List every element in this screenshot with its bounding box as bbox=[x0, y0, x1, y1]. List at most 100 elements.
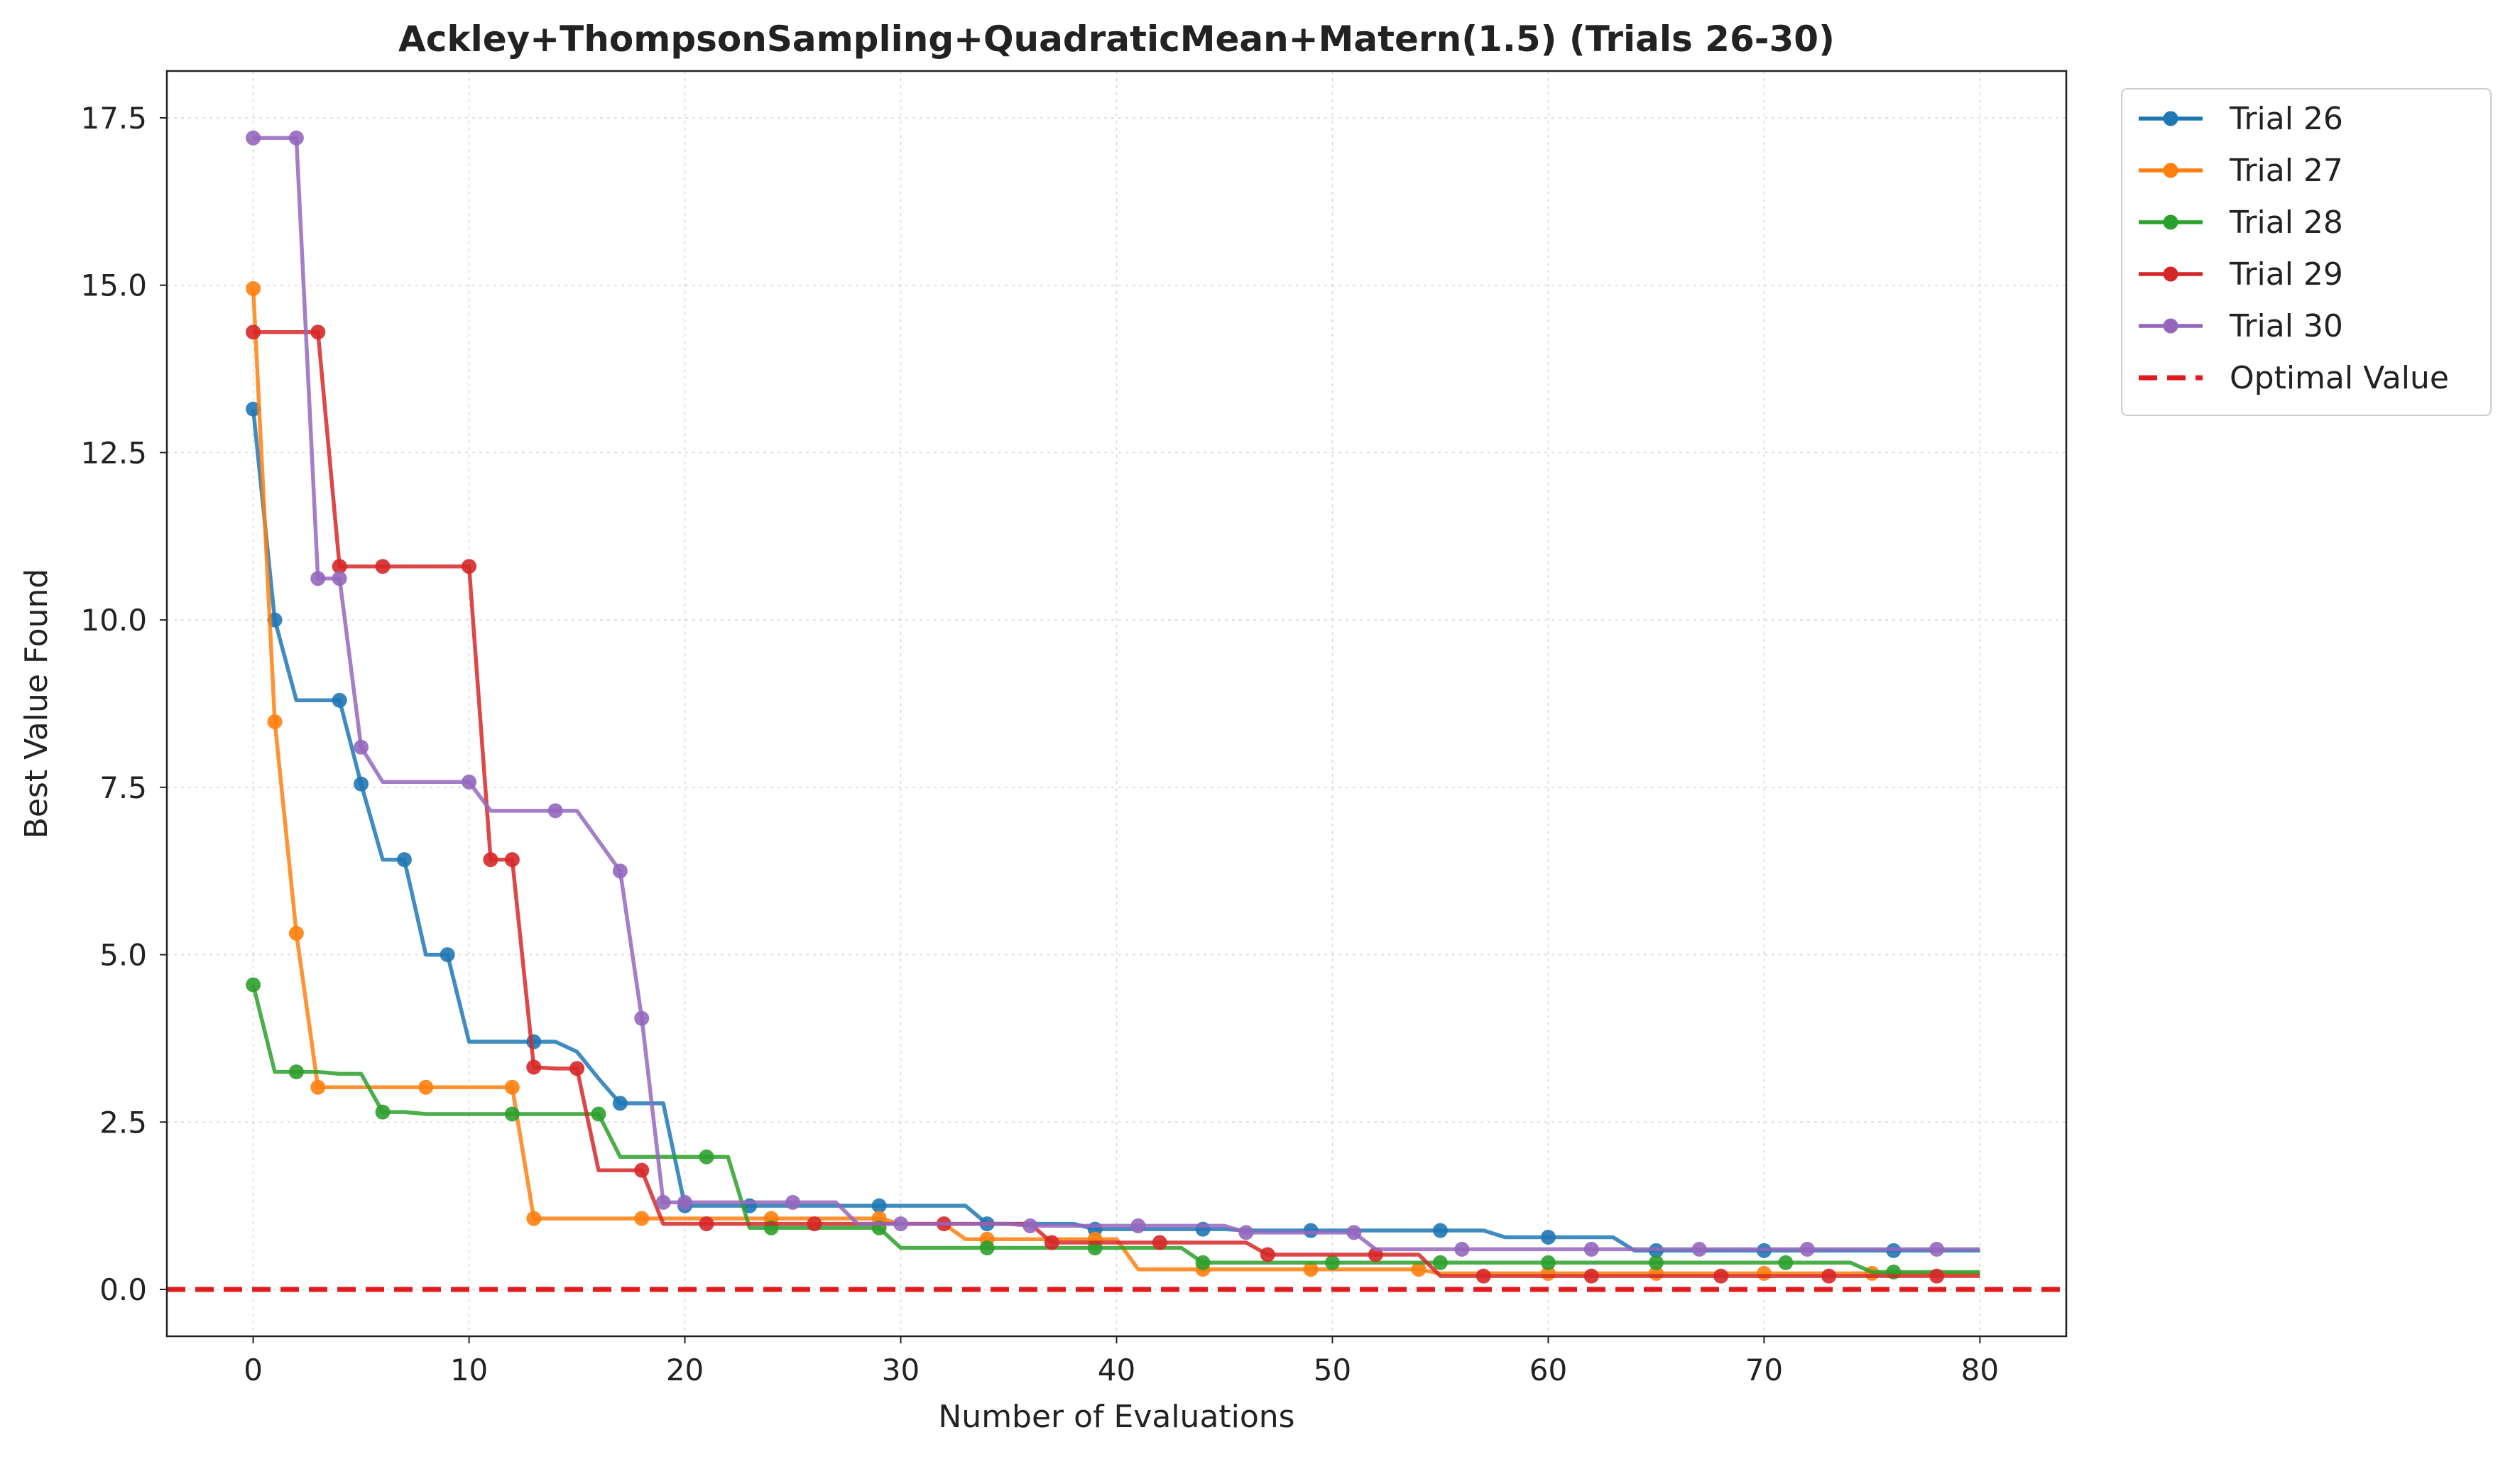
trial-29-point bbox=[1713, 1268, 1729, 1284]
legend-label: Optimal Value bbox=[2230, 360, 2449, 396]
x-axis-label: Number of Evaluations bbox=[938, 1399, 1294, 1435]
trial-26-point bbox=[526, 1034, 542, 1049]
trial-29-point bbox=[1583, 1268, 1599, 1284]
grid bbox=[167, 71, 2066, 1336]
y-tick-label: 10.0 bbox=[80, 603, 147, 638]
trial-30-point bbox=[634, 1010, 650, 1026]
x-tick-label: 70 bbox=[1745, 1353, 1783, 1387]
trial-29-series bbox=[246, 324, 1980, 1284]
trial-30-point bbox=[1583, 1241, 1599, 1257]
y-tick-label: 5.0 bbox=[99, 938, 147, 973]
trial-29-point bbox=[462, 559, 477, 574]
trial-26-point bbox=[354, 776, 369, 792]
trial-29-point bbox=[332, 559, 347, 574]
y-tick-label: 17.5 bbox=[80, 101, 147, 136]
x-tick-label: 10 bbox=[450, 1353, 488, 1387]
axis-ticks: 0 10 20 30 40 50 60 70 80 0.0 2.5 5.0 7.5 10.0 12.5 15.… bbox=[80, 101, 1999, 1387]
legend-entry-trial-28: Trial 28 bbox=[2139, 204, 2343, 241]
trial-28-point bbox=[1648, 1255, 1664, 1270]
trial-30-point bbox=[655, 1194, 671, 1210]
trial-30-point bbox=[785, 1194, 801, 1210]
trial-28-point bbox=[1778, 1255, 1794, 1270]
trial-27-series bbox=[246, 280, 1980, 1281]
trial-28-point bbox=[699, 1149, 714, 1164]
trial-30-point bbox=[246, 130, 261, 146]
trial-29-point bbox=[1821, 1268, 1837, 1284]
legend-marker bbox=[2163, 318, 2178, 334]
trial-28-line bbox=[251, 984, 1980, 1275]
trial-30-point bbox=[612, 863, 628, 879]
trial-26-point bbox=[1303, 1223, 1319, 1238]
trial-29-point bbox=[526, 1059, 542, 1075]
trial-26-point bbox=[1540, 1229, 1556, 1245]
legend-label: Trial 28 bbox=[2229, 204, 2343, 241]
trial-29-point bbox=[634, 1162, 650, 1178]
y-tick-label: 15.0 bbox=[80, 268, 147, 303]
trial-27-point bbox=[267, 714, 283, 729]
legend-entry-optimal-value: Optimal Value bbox=[2139, 360, 2449, 396]
trial-30-point bbox=[1130, 1218, 1146, 1233]
x-tick-label: 60 bbox=[1529, 1353, 1567, 1387]
trial-29-point bbox=[246, 324, 261, 340]
trial-27-point bbox=[1303, 1262, 1319, 1277]
x-tick-label: 50 bbox=[1314, 1353, 1351, 1387]
trial-26-point bbox=[1432, 1223, 1448, 1238]
trial-30-point bbox=[547, 803, 563, 819]
trial-26-point bbox=[612, 1096, 628, 1111]
trial-28-series bbox=[246, 977, 1980, 1279]
trial-29-point bbox=[504, 852, 520, 868]
x-tick-label: 20 bbox=[666, 1353, 704, 1387]
x-tick-label: 80 bbox=[1961, 1353, 1999, 1387]
trial-28-point bbox=[375, 1104, 391, 1120]
x-tick-label: 30 bbox=[882, 1353, 920, 1387]
y-tick-label: 2.5 bbox=[99, 1105, 147, 1140]
trial-30-point bbox=[1346, 1225, 1362, 1240]
trial-28-point bbox=[979, 1240, 995, 1256]
trial-27-point bbox=[504, 1079, 520, 1095]
trial-29-point bbox=[569, 1061, 585, 1076]
series-lines bbox=[167, 130, 2066, 1292]
trial-28-point bbox=[1195, 1255, 1211, 1270]
trial-28-point bbox=[1324, 1255, 1340, 1270]
trial-30-point bbox=[462, 774, 477, 790]
legend-label: Trial 26 bbox=[2229, 101, 2343, 137]
trial-30-series bbox=[246, 130, 1980, 1257]
trial-30-point bbox=[1691, 1241, 1707, 1257]
trial-30-point bbox=[1454, 1241, 1470, 1257]
y-axis-label: Best Value Found bbox=[18, 569, 55, 839]
trial-28-point bbox=[246, 977, 261, 993]
trial-29-point bbox=[1929, 1268, 1945, 1284]
trial-30-point bbox=[1929, 1241, 1945, 1257]
trial-28-point bbox=[288, 1064, 304, 1080]
trial-26-point bbox=[871, 1198, 887, 1213]
trial-27-point bbox=[288, 925, 304, 941]
trial-30-point bbox=[1238, 1225, 1254, 1240]
trial-29-point bbox=[310, 324, 326, 340]
legend-entry-trial-26: Trial 26 bbox=[2139, 101, 2343, 137]
y-tick-label: 0.0 bbox=[99, 1272, 147, 1307]
legend-entry-trial-30: Trial 30 bbox=[2139, 308, 2343, 344]
trial-29-point bbox=[1152, 1235, 1167, 1250]
x-tick-label: 40 bbox=[1098, 1353, 1135, 1387]
trial-29-point bbox=[1260, 1247, 1275, 1262]
trial-26-point bbox=[440, 947, 455, 963]
y-tick-label: 7.5 bbox=[99, 770, 147, 805]
trial-29-point bbox=[807, 1216, 822, 1232]
trial-29-point bbox=[375, 559, 391, 574]
trial-27-point bbox=[634, 1211, 650, 1226]
trial-30-point bbox=[310, 571, 326, 586]
trial-26-point bbox=[246, 401, 261, 417]
trial-30-point bbox=[893, 1216, 909, 1232]
trial-29-point bbox=[1044, 1235, 1059, 1250]
legend-entry-trial-27: Trial 27 bbox=[2139, 153, 2343, 189]
legend-box bbox=[2121, 88, 2492, 416]
trial-30-point bbox=[1799, 1241, 1815, 1257]
trial-26-point bbox=[396, 852, 412, 868]
legend-label: Trial 30 bbox=[2229, 308, 2343, 344]
trial-27-point bbox=[526, 1211, 542, 1226]
trial-27-point bbox=[246, 280, 261, 296]
trial-28-point bbox=[591, 1106, 606, 1122]
legend-marker bbox=[2163, 266, 2178, 282]
